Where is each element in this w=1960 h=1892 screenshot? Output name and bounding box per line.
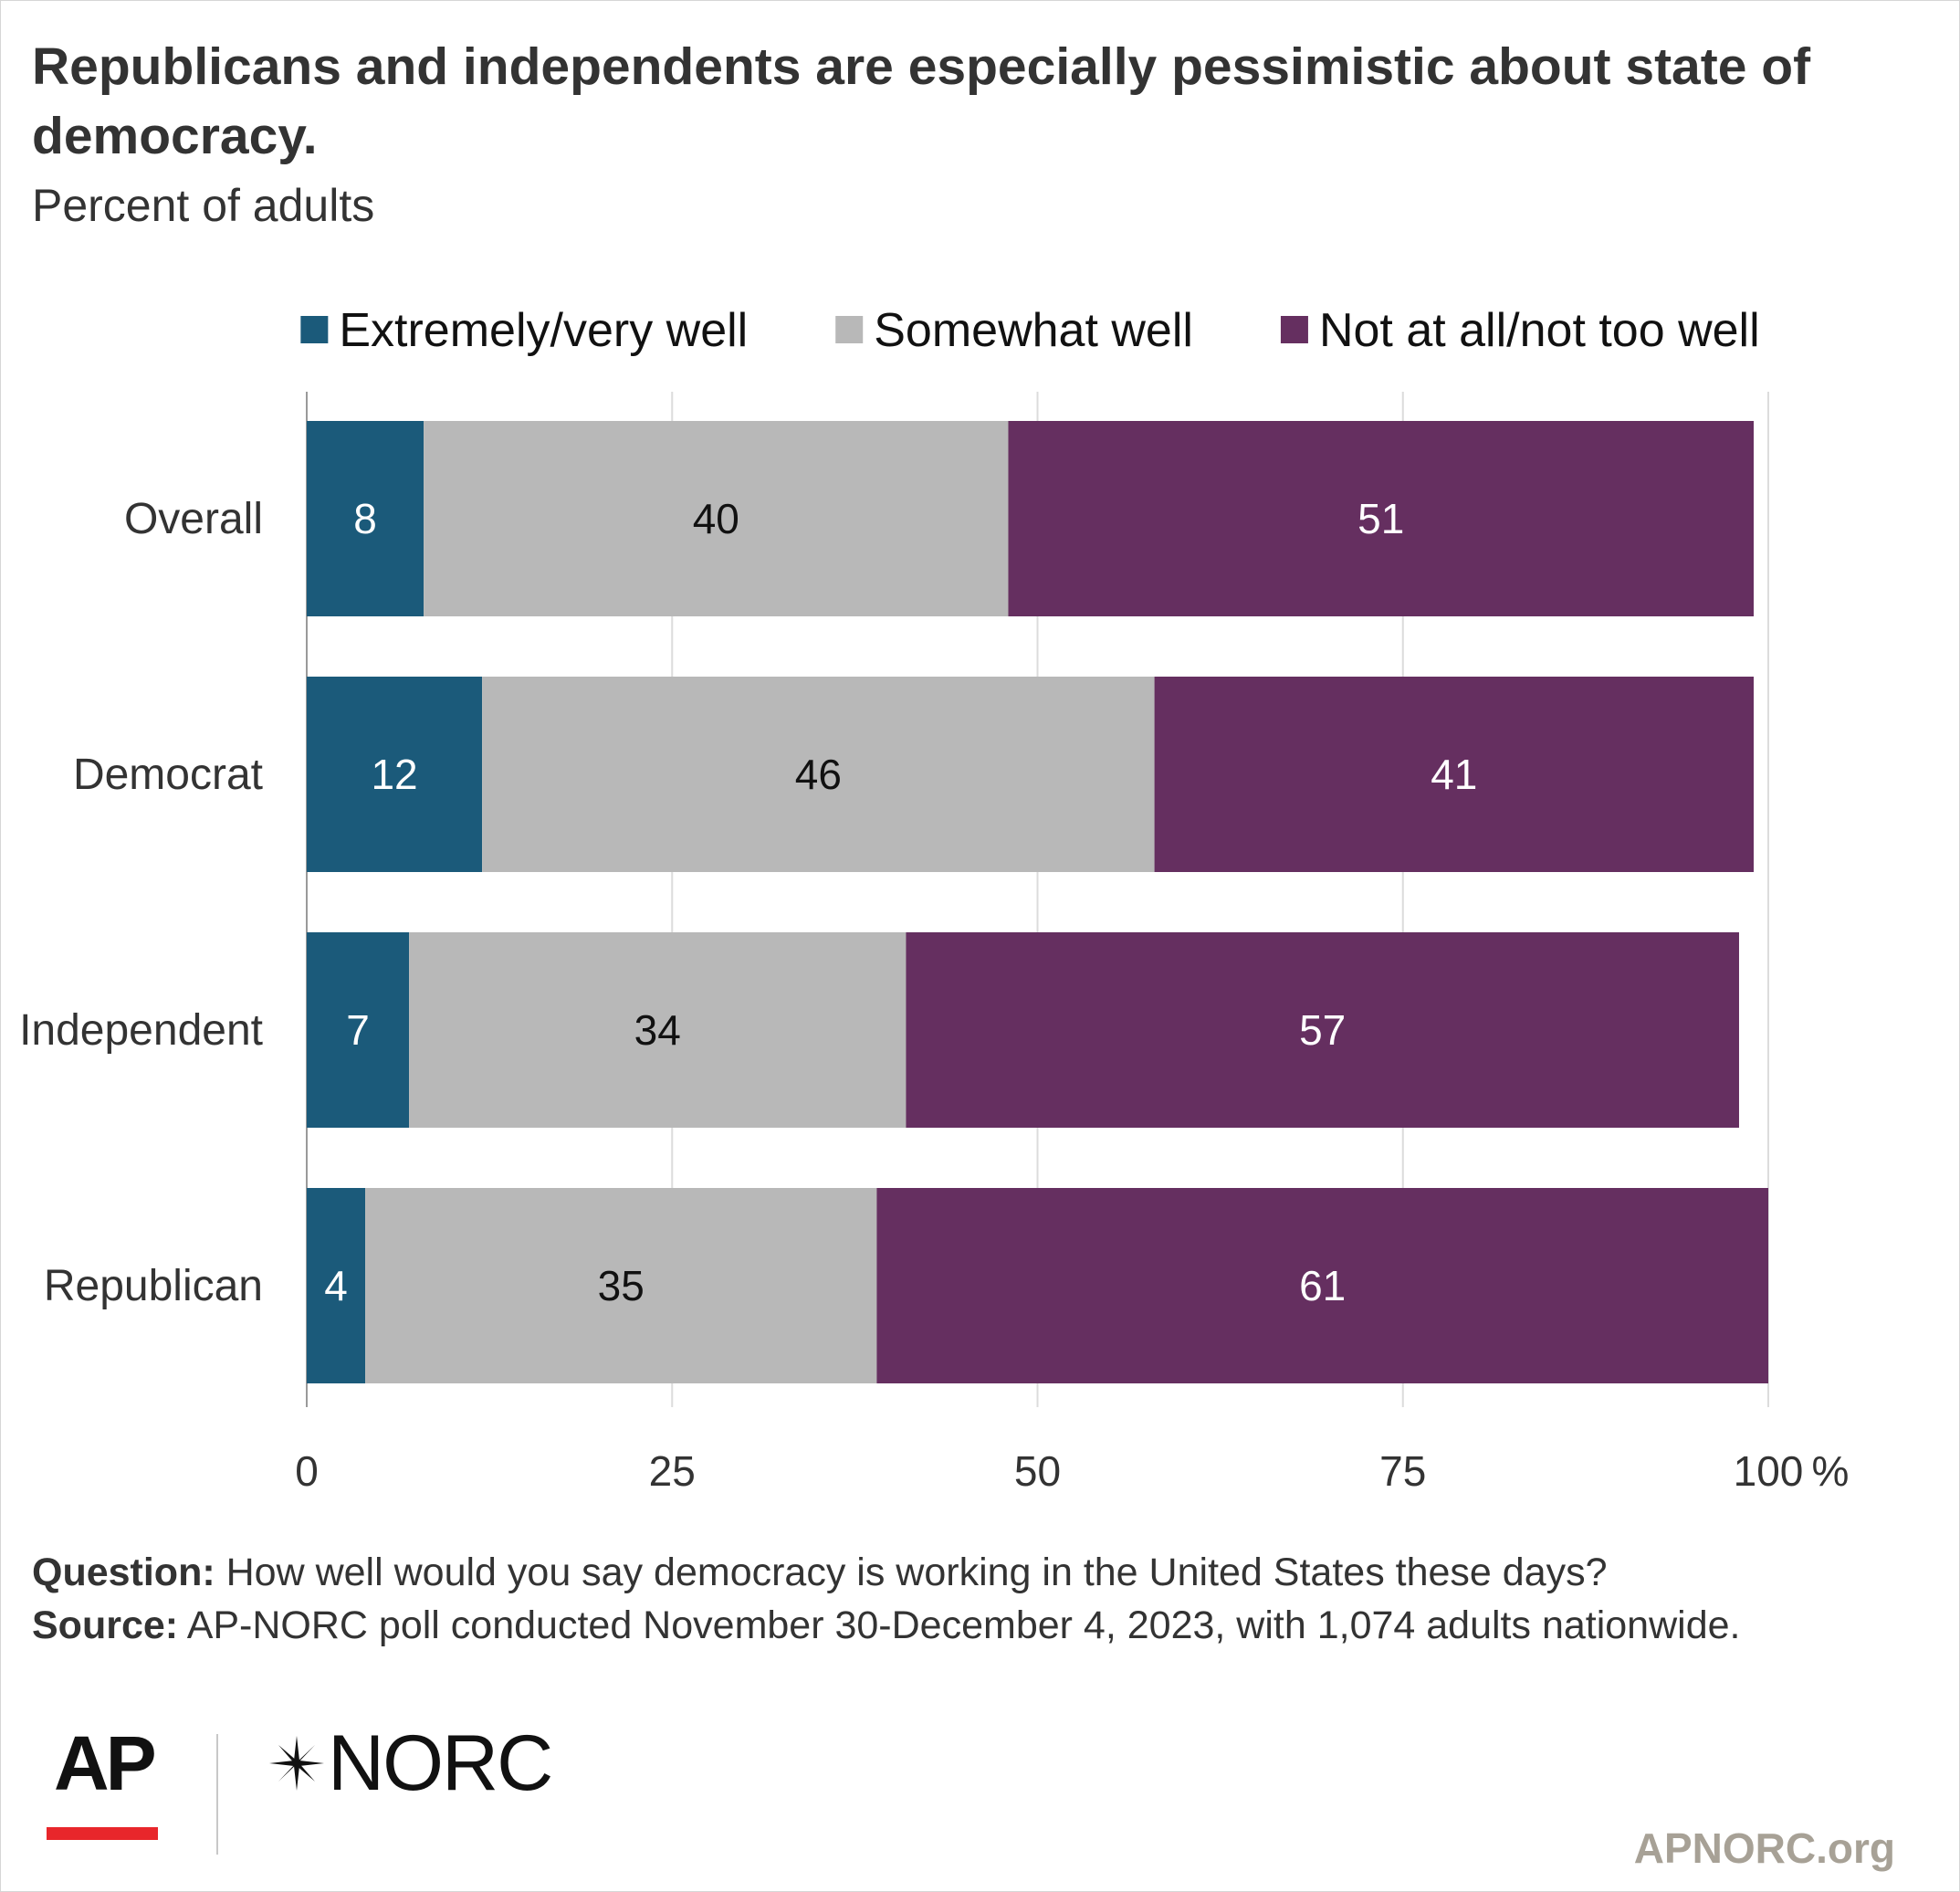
data-label-democrat-somewhat-well: 46 <box>795 751 842 798</box>
logo-divider <box>216 1734 218 1855</box>
chart-subtitle: Percent of adults <box>32 180 375 231</box>
data-label-independent-extremely-very-well: 7 <box>346 1006 370 1054</box>
bar-democrat-extremely-very-well <box>307 677 483 872</box>
question-label: Question: <box>32 1550 215 1594</box>
x-tick-suffix: % <box>1812 1447 1850 1495</box>
data-label-independent-not-at-all-not-too-well: 57 <box>1299 1006 1346 1054</box>
data-label-overall-somewhat-well: 40 <box>693 495 739 542</box>
x-tick-label-50: 50 <box>1014 1447 1061 1495</box>
chart-legend: Extremely/very well Somewhat well Not at a… <box>300 304 1760 357</box>
bar-overall-extremely-very-well <box>307 421 424 616</box>
source-text: AP-NORC poll conducted November 30-Decem… <box>186 1603 1741 1647</box>
bar-democrat-somewhat-well <box>482 677 1155 872</box>
chart-bars: 8 40 51 12 46 41 7 34 57 4 35 61 <box>307 421 1768 1383</box>
question-note: Question: How well would you say democra… <box>32 1546 1940 1599</box>
norc-logo-text: NORC <box>328 1719 553 1807</box>
bar-overall-not-at-all-not-too-well <box>1008 421 1754 616</box>
legend-label-extremely-very-well: Extremely/very well <box>339 304 748 357</box>
source-label: Source: <box>32 1603 179 1647</box>
data-label-republican-somewhat-well: 35 <box>598 1262 645 1309</box>
legend-item-extremely-very-well: Extremely/very well <box>300 304 748 357</box>
x-tick-label-100: 100 <box>1734 1447 1804 1495</box>
x-tick-label-75: 75 <box>1379 1447 1426 1495</box>
bar-republican-somewhat-well <box>365 1188 877 1383</box>
bar-independent-extremely-very-well <box>307 932 410 1128</box>
bar-independent-not-at-all-not-too-well <box>906 932 1739 1128</box>
bar-republican-not-at-all-not-too-well <box>876 1188 1768 1383</box>
norc-star-icon <box>269 1736 324 1791</box>
category-label-overall: Overall <box>124 495 263 543</box>
bar-overall-somewhat-well <box>424 421 1009 616</box>
source-note: Source: AP-NORC poll conducted November … <box>32 1599 1940 1652</box>
data-label-democrat-not-at-all-not-too-well: 41 <box>1431 751 1477 798</box>
category-labels: Overall Democrat Independent Republican <box>19 495 263 1310</box>
legend-item-somewhat-well: Somewhat well <box>835 304 1193 357</box>
legend-label-somewhat-well: Somewhat well <box>874 304 1193 357</box>
norc-logo: NORC <box>267 1718 553 1809</box>
data-label-republican-not-at-all-not-too-well: 61 <box>1299 1262 1346 1309</box>
legend-label-not-at-all-not-too-well: Not at all/not too well <box>1319 304 1760 357</box>
category-label-republican: Republican <box>44 1262 263 1310</box>
category-label-democrat: Democrat <box>73 751 263 799</box>
legend-swatch-somewhat-well <box>835 316 864 343</box>
question-text: How well would you say democracy is work… <box>225 1550 1608 1594</box>
legend-item-not-at-all-not-too-well: Not at all/not too well <box>1280 304 1760 357</box>
x-tick-label-0: 0 <box>295 1447 319 1495</box>
x-tick-label-25: 25 <box>649 1447 696 1495</box>
chart-title: Republicans and independents are especia… <box>32 37 1811 165</box>
bar-independent-somewhat-well <box>409 932 907 1128</box>
legend-swatch-not-at-all-not-too-well <box>1280 316 1308 343</box>
x-axis-ticks: 0 25 50 75 100% <box>295 1447 1849 1495</box>
data-label-overall-not-at-all-not-too-well: 51 <box>1357 495 1404 542</box>
chart-notes: Question: How well would you say democra… <box>32 1546 1940 1652</box>
data-label-independent-somewhat-well: 34 <box>634 1006 681 1054</box>
category-label-independent: Independent <box>19 1006 263 1055</box>
data-label-republican-extremely-very-well: 4 <box>324 1262 348 1309</box>
data-label-democrat-extremely-very-well: 12 <box>371 751 417 798</box>
bar-republican-extremely-very-well <box>307 1188 366 1383</box>
stacked-bar-chart: Extremely/very well Somewhat well Not at a… <box>19 304 1849 1495</box>
data-label-overall-extremely-very-well: 8 <box>353 495 377 542</box>
ap-logo: AP <box>54 1720 157 1806</box>
site-url: APNORC.org <box>1633 1824 1895 1872</box>
bar-democrat-not-at-all-not-too-well <box>1154 677 1754 872</box>
legend-swatch-extremely-very-well <box>300 316 329 343</box>
ap-logo-underline <box>47 1827 158 1840</box>
